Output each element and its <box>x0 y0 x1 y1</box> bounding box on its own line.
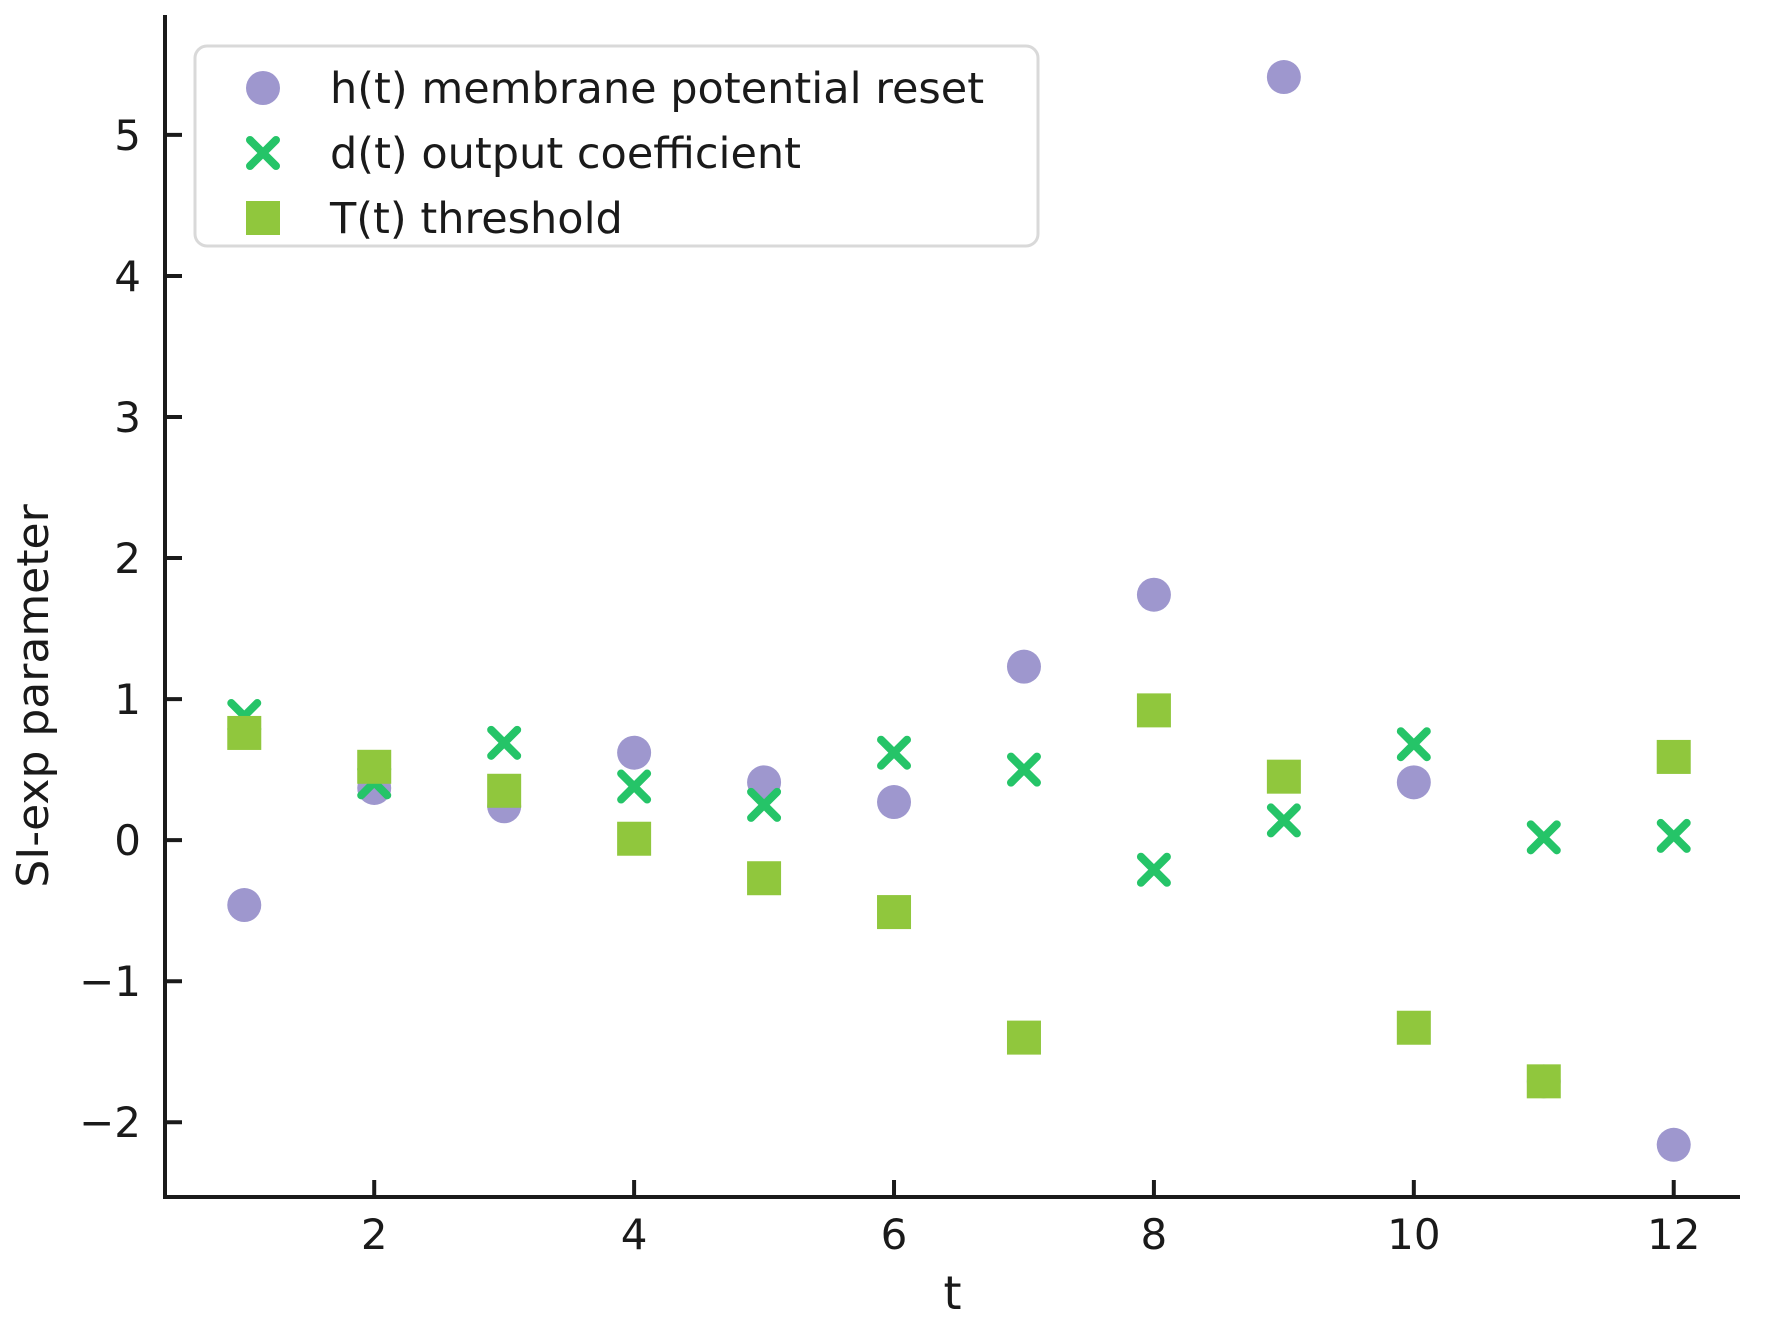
data-point <box>1266 60 1301 95</box>
data-point <box>617 821 652 856</box>
legend-label: T(t) threshold <box>329 194 623 244</box>
x-tick-label: 2 <box>361 1210 388 1259</box>
x-axis-label: t <box>943 1266 961 1320</box>
y-axis: −2 −1 0 1 2 3 4 5 <box>79 111 182 1147</box>
data-point <box>617 769 652 804</box>
data-point <box>1266 803 1301 838</box>
data-point <box>1136 693 1171 728</box>
data-point <box>1006 649 1041 684</box>
legend-item-0: h(t) membrane potential reset <box>246 64 984 114</box>
x-tick-label: 10 <box>1387 1210 1440 1259</box>
data-point <box>1136 852 1171 887</box>
data-point <box>1396 1010 1431 1045</box>
legend-box <box>193 44 1040 248</box>
data-point <box>747 861 782 896</box>
circle-legend-marker <box>246 71 280 105</box>
y-tick-label: 1 <box>114 675 141 724</box>
data-point <box>1656 739 1691 774</box>
data-point <box>877 895 912 930</box>
data-point <box>747 787 782 822</box>
data-point <box>487 773 522 808</box>
data-point <box>1396 727 1431 762</box>
axes <box>163 15 1740 1199</box>
square-legend-marker <box>246 201 280 235</box>
y-tick-label: 2 <box>114 534 141 583</box>
y-tick-label: 5 <box>114 111 141 160</box>
data-point <box>877 735 912 770</box>
data-point <box>1656 1127 1691 1162</box>
legend: h(t) membrane potential reset d(t) output… <box>193 44 1040 248</box>
data-point <box>1136 577 1171 612</box>
series-2-points <box>227 693 1691 1099</box>
series-1-points <box>227 699 1691 887</box>
legend-item-1: d(t) output coefficient <box>246 129 801 179</box>
data-point <box>227 888 262 923</box>
data-point <box>1526 820 1561 855</box>
data-point <box>1656 818 1691 853</box>
x-tick-label: 8 <box>1141 1210 1168 1259</box>
data-point <box>1006 1020 1041 1055</box>
data-point <box>877 785 912 820</box>
x-tick-label: 4 <box>621 1210 648 1259</box>
data-point <box>1266 759 1301 794</box>
y-tick-label: 3 <box>114 393 141 442</box>
x-legend-marker <box>246 136 280 170</box>
data-point <box>1006 752 1041 787</box>
legend-label: d(t) output coefficient <box>330 129 801 179</box>
legend-item-2: T(t) threshold <box>246 194 623 244</box>
y-axis-label: SI-exp parameter <box>8 503 59 887</box>
series-0-points <box>227 60 1691 1162</box>
x-axis: 2 4 6 8 10 12 <box>361 1180 1700 1259</box>
data-point <box>1526 1064 1561 1099</box>
y-tick-label: −2 <box>79 1098 141 1147</box>
y-tick-label: 0 <box>114 816 141 865</box>
data-point <box>227 715 262 750</box>
y-tick-label: 4 <box>114 252 141 301</box>
data-point <box>487 725 522 760</box>
data-point <box>1396 765 1431 800</box>
x-tick-label: 6 <box>881 1210 908 1259</box>
y-tick-label: −1 <box>79 957 141 1006</box>
data-point <box>617 735 652 770</box>
legend-label: h(t) membrane potential reset <box>330 64 984 114</box>
data-point <box>357 749 392 784</box>
x-tick-label: 12 <box>1647 1210 1700 1259</box>
